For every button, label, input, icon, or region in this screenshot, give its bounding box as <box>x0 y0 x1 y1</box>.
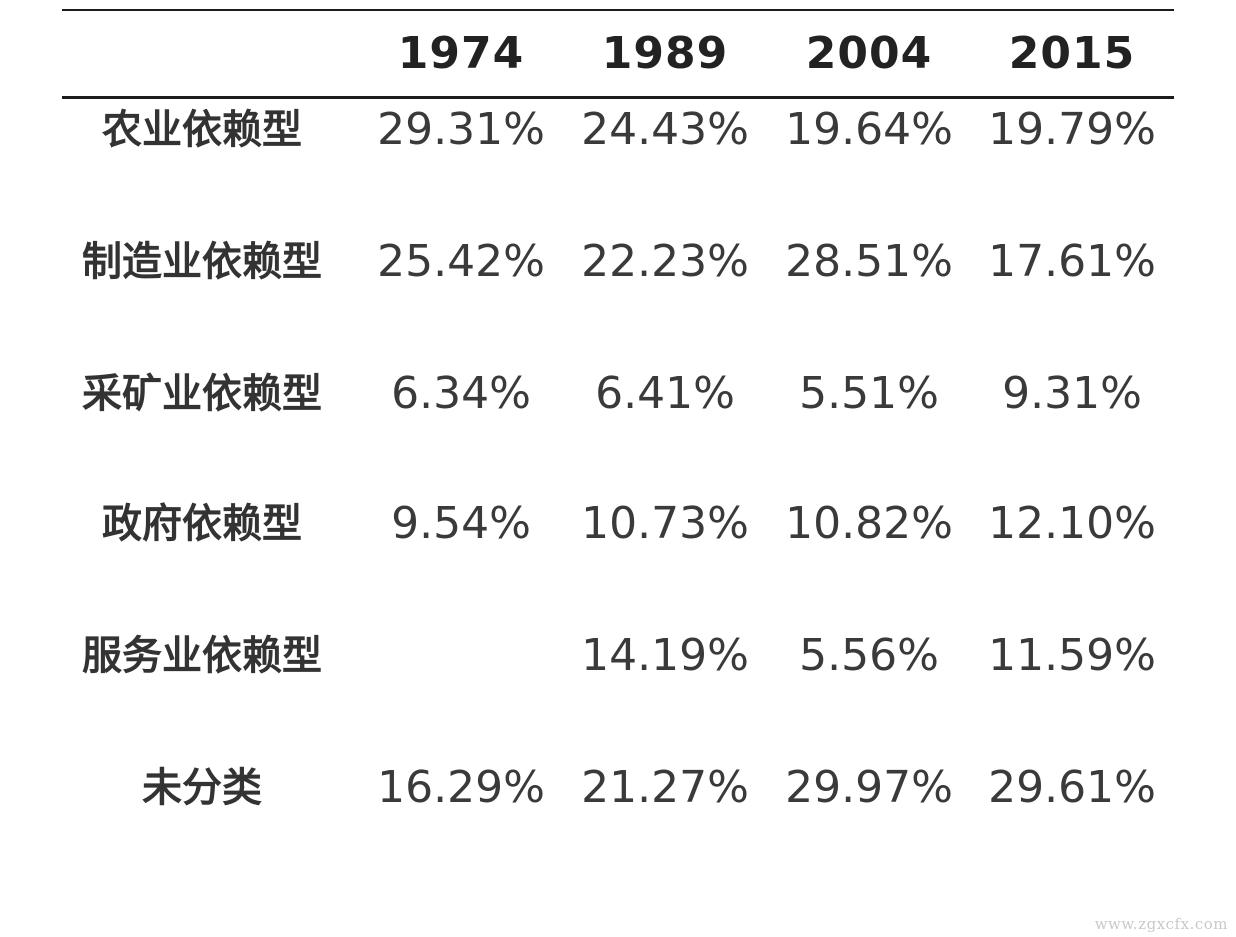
table-cell: 19.64% <box>785 104 953 155</box>
table-cell: 5.51% <box>799 368 939 419</box>
table-cell: 29.61% <box>988 762 1156 813</box>
table-cell: 11.59% <box>988 630 1156 681</box>
table-cell: 10.82% <box>785 498 953 549</box>
table-cell: 19.79% <box>988 104 1156 155</box>
table-cell: 6.34% <box>391 368 531 419</box>
table-cell: 17.61% <box>988 236 1156 287</box>
row-label-manufacturing: 制造业依赖型 <box>82 239 322 285</box>
table-cell: 21.27% <box>581 762 749 813</box>
table-cell: 22.23% <box>581 236 749 287</box>
header-divider-rule <box>62 96 1174 99</box>
table-cell: 9.54% <box>391 498 531 549</box>
table-cell: 28.51% <box>785 236 953 287</box>
table-cell: 10.73% <box>581 498 749 549</box>
table-header-row: 1974 1989 2004 2015 <box>62 11 1174 96</box>
site-watermark: www.zgxcfx.com <box>1094 915 1228 933</box>
row-label-unclassified: 未分类 <box>142 765 262 811</box>
row-label-agriculture: 农业依赖型 <box>102 107 302 153</box>
table-cell: 14.19% <box>581 630 749 681</box>
table-cell: 5.56% <box>799 630 939 681</box>
table-cell: 25.42% <box>377 236 545 287</box>
table-cell: 6.41% <box>595 368 735 419</box>
table-top-rule <box>62 9 1174 11</box>
table-cell: 29.97% <box>785 762 953 813</box>
column-header-2004: 2004 <box>805 28 933 79</box>
row-label-mining: 采矿业依赖型 <box>82 371 322 417</box>
row-label-services: 服务业依赖型 <box>82 633 322 679</box>
table-cell: 9.31% <box>1002 368 1142 419</box>
column-header-2015: 2015 <box>1008 28 1136 79</box>
table-cell: 24.43% <box>581 104 749 155</box>
row-label-government: 政府依赖型 <box>102 501 302 547</box>
table-cell: 29.31% <box>377 104 545 155</box>
column-header-1974: 1974 <box>397 28 525 79</box>
column-header-1989: 1989 <box>601 28 729 79</box>
table-cell: 12.10% <box>988 498 1156 549</box>
table-cell: 16.29% <box>377 762 545 813</box>
